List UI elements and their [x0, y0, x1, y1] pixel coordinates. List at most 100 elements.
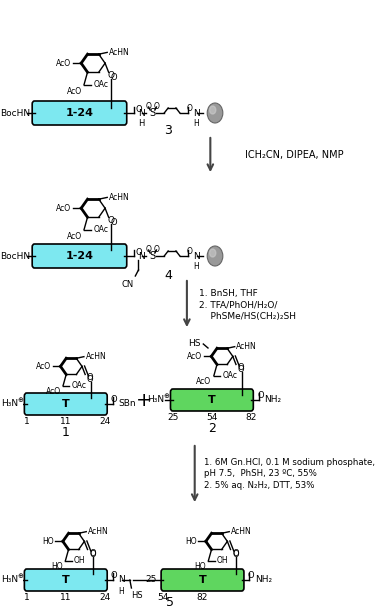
Text: +: +	[136, 390, 152, 409]
Text: 1. BnSH, THF
2. TFA/PhOH/H₂O/
    PhSMe/HS(CH₂)₂SH: 1. BnSH, THF 2. TFA/PhOH/H₂O/ PhSMe/HS(C…	[199, 289, 296, 321]
Text: 1-24: 1-24	[65, 108, 94, 118]
Text: AcHN: AcHN	[236, 342, 257, 351]
Text: 11: 11	[60, 593, 71, 602]
FancyBboxPatch shape	[24, 393, 107, 415]
Text: 1: 1	[24, 593, 30, 602]
FancyBboxPatch shape	[32, 244, 127, 268]
FancyBboxPatch shape	[170, 389, 253, 411]
Text: H₃N: H₃N	[1, 400, 18, 408]
Text: H: H	[138, 119, 145, 128]
Text: O: O	[238, 364, 244, 373]
Text: O: O	[135, 105, 142, 113]
Text: O: O	[257, 390, 264, 400]
Text: AcO: AcO	[36, 362, 52, 371]
Text: H: H	[193, 119, 199, 128]
Text: AcO: AcO	[67, 231, 82, 241]
Text: 24: 24	[99, 593, 111, 602]
Text: O: O	[232, 550, 239, 559]
Text: OAc: OAc	[72, 381, 87, 390]
Text: NH₂: NH₂	[264, 395, 281, 405]
Text: 25: 25	[167, 413, 179, 422]
Text: AcHN: AcHN	[231, 527, 252, 536]
Text: O: O	[110, 570, 117, 580]
Text: O: O	[238, 365, 244, 375]
Text: O: O	[146, 102, 152, 111]
Text: AcO: AcO	[196, 377, 211, 386]
Text: 82: 82	[245, 413, 257, 422]
Text: O: O	[89, 550, 96, 559]
Circle shape	[207, 103, 223, 123]
Text: O: O	[187, 247, 193, 255]
Text: T: T	[62, 575, 70, 585]
Text: AcO: AcO	[56, 204, 71, 213]
Text: AcHN: AcHN	[85, 352, 106, 361]
Text: O: O	[108, 71, 115, 80]
Text: O: O	[135, 247, 142, 256]
Text: 54: 54	[206, 413, 218, 422]
Text: S: S	[149, 251, 156, 261]
Text: 1: 1	[62, 425, 70, 439]
Text: AcO: AcO	[56, 59, 71, 68]
Text: 4: 4	[164, 269, 172, 282]
Text: AcHN: AcHN	[109, 48, 129, 57]
Text: O: O	[108, 215, 115, 225]
Text: N: N	[193, 252, 200, 261]
Text: 3: 3	[164, 124, 172, 136]
Text: O: O	[187, 103, 193, 113]
Text: N: N	[138, 108, 145, 118]
Text: BocHN: BocHN	[0, 108, 30, 118]
Text: T: T	[199, 575, 206, 585]
Text: O: O	[87, 375, 93, 384]
Text: OAc: OAc	[93, 80, 108, 89]
Text: 11: 11	[60, 417, 71, 426]
Text: T: T	[208, 395, 216, 405]
Text: O: O	[232, 548, 239, 558]
Text: CN: CN	[121, 280, 134, 289]
Text: T: T	[62, 399, 70, 409]
Text: 1-24: 1-24	[65, 251, 94, 261]
Text: HO: HO	[52, 562, 63, 571]
Text: O: O	[146, 245, 152, 253]
FancyBboxPatch shape	[32, 101, 127, 125]
Text: AcO: AcO	[67, 87, 82, 95]
Text: NH₂: NH₂	[255, 575, 272, 584]
Text: SBn: SBn	[118, 400, 136, 408]
Text: BocHN: BocHN	[0, 252, 30, 261]
Text: AcHN: AcHN	[109, 193, 129, 202]
Text: ICH₂CN, DIPEA, NMP: ICH₂CN, DIPEA, NMP	[246, 150, 344, 160]
Text: OH: OH	[217, 556, 229, 565]
Text: OH: OH	[74, 556, 86, 565]
Text: ⊕: ⊕	[164, 393, 170, 399]
Text: 82: 82	[197, 593, 208, 602]
Text: S: S	[149, 108, 156, 118]
Text: 2: 2	[208, 422, 216, 435]
Text: O: O	[153, 245, 159, 253]
Text: HO: HO	[42, 537, 54, 546]
FancyBboxPatch shape	[161, 569, 244, 591]
Text: N: N	[118, 575, 125, 584]
Text: H: H	[118, 587, 124, 596]
Text: OAc: OAc	[223, 371, 238, 380]
Text: O: O	[153, 102, 159, 111]
Text: AcO: AcO	[45, 387, 61, 396]
Text: O: O	[89, 548, 96, 558]
Circle shape	[209, 106, 216, 114]
Text: O: O	[248, 570, 254, 580]
Circle shape	[207, 246, 223, 266]
Text: OAc: OAc	[93, 225, 108, 234]
Text: AcHN: AcHN	[88, 527, 109, 536]
Text: 5: 5	[166, 597, 174, 610]
Text: H: H	[193, 262, 199, 271]
Text: H₃N: H₃N	[147, 395, 164, 405]
Text: ⊕: ⊕	[18, 397, 23, 403]
Text: O: O	[87, 373, 93, 382]
Text: O: O	[110, 73, 117, 82]
Text: HS: HS	[130, 591, 142, 600]
Text: ⊕: ⊕	[18, 573, 23, 579]
Text: AcO: AcO	[187, 352, 202, 361]
Text: 1. 6M Gn.HCl, 0.1 M sodium phosphate,
pH 7.5,  PhSH, 23 ºC, 55%
2. 5% aq. N₂H₂, : 1. 6M Gn.HCl, 0.1 M sodium phosphate, pH…	[204, 458, 375, 490]
Text: O: O	[111, 395, 118, 403]
Text: N: N	[193, 108, 200, 118]
Text: HS: HS	[188, 338, 200, 348]
Text: 54: 54	[158, 593, 169, 602]
